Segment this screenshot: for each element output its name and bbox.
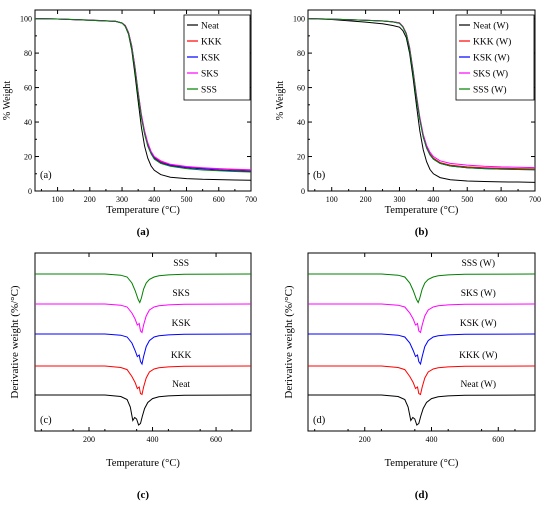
series-line-neat-w	[308, 394, 536, 426]
x-tick-label: 200	[83, 435, 95, 444]
curve-label: SSS	[173, 259, 189, 269]
series-line-sss-w	[308, 273, 536, 304]
panel-c: 200 400 600 Temperature (°C) Derivative weig…	[9, 252, 252, 501]
curve-label: KSK	[172, 319, 191, 329]
y-tick-label: 60	[24, 84, 32, 93]
x-tick-label: 700	[245, 195, 257, 204]
x-axis-label: Temperature (°C)	[106, 458, 180, 469]
curve-label: Neat (W)	[460, 379, 496, 390]
x-tick-label: 600	[210, 435, 222, 444]
legend-label: SSS (W)	[473, 85, 507, 96]
legend-label: KSK (W)	[473, 53, 510, 64]
series-line-neat-w	[307, 18, 536, 183]
plot-frame	[307, 9, 536, 192]
curve-label: KKK	[171, 351, 192, 361]
panel-tag: (c)	[40, 415, 52, 426]
curve-label: Neat	[172, 380, 190, 390]
y-tick-label: 100	[293, 15, 305, 24]
series-line-kkk-w	[308, 365, 536, 396]
legend-label: SKS (W)	[473, 69, 508, 80]
series-line-neat	[35, 394, 252, 426]
y-tick-label: 20	[297, 153, 305, 162]
legend-label: SKS	[201, 70, 218, 80]
x-tick-label: 600	[213, 195, 225, 204]
x-axis-label: Temperature (°C)	[106, 205, 180, 216]
x-axis-label: Temperature (°C)	[385, 205, 459, 216]
x-tick-label: 400	[147, 435, 159, 444]
panel-caption: (d)	[415, 489, 429, 501]
legend-label: Neat (W)	[473, 21, 509, 32]
legend-label: KKK	[201, 38, 222, 48]
series-line-ksk	[35, 333, 252, 366]
x-tick-label: 700	[529, 195, 541, 204]
x-tick-label: 400	[426, 435, 438, 444]
panel-caption: (c)	[137, 489, 150, 501]
legend-label: SSS	[201, 86, 217, 96]
y-axis-label: % Weight	[2, 81, 13, 121]
y-tick-label: 80	[24, 49, 32, 58]
x-tick-label: 400	[148, 195, 160, 204]
plot-frame	[307, 252, 536, 432]
y-tick-label: 60	[297, 84, 305, 93]
curve-label: KSK (W)	[460, 318, 497, 329]
y-tick-label: 100	[20, 15, 32, 24]
x-tick-label: 500	[181, 195, 193, 204]
panel-caption: (b)	[415, 226, 429, 238]
x-tick-label: 600	[495, 195, 507, 204]
legend: Neat KKK KSK SKS SSS	[183, 14, 251, 101]
x-tick-label: 100	[52, 195, 64, 204]
y-tick-label: 40	[24, 118, 32, 127]
series-line-sks	[35, 303, 252, 334]
panel-d: 200 400 600 Temperature (°C) Derivative weig…	[283, 252, 536, 501]
x-axis-label: Temperature (°C)	[385, 458, 459, 469]
series-line-sss	[35, 273, 252, 304]
y-tick-label: 20	[24, 153, 32, 162]
curve-label: SSS (W)	[461, 258, 495, 269]
y-tick-label: 0	[301, 187, 305, 196]
x-tick-label: 100	[326, 195, 338, 204]
y-axis-label: Derivative weight (%/°C)	[9, 285, 21, 398]
x-tick-label: 200	[359, 435, 371, 444]
x-tick-label: 600	[492, 435, 504, 444]
plot-frame	[34, 9, 252, 192]
legend-label: Neat	[201, 22, 219, 32]
y-axis-label: % Weight	[275, 81, 286, 121]
panel-caption: (a)	[137, 226, 150, 238]
series-line-sks-w	[308, 303, 536, 334]
legend-label: KKK (W)	[473, 37, 511, 48]
legend: Neat (W) KKK (W) KSK (W) SKS (W) SSS (W)	[455, 14, 535, 101]
panel-tag: (a)	[40, 170, 52, 181]
series-line-sss	[34, 18, 252, 173]
curve-label: SKS (W)	[461, 288, 496, 299]
y-axis-label: Derivative weight (%/°C)	[283, 285, 295, 398]
plot-frame	[34, 252, 252, 432]
x-tick-label: 300	[116, 195, 128, 204]
series-line-ksk-w	[308, 333, 536, 366]
panel-tag: (d)	[313, 415, 326, 426]
panel-tag: (b)	[313, 170, 326, 181]
y-tick-label: 0	[28, 187, 32, 196]
curve-label: SKS	[172, 289, 189, 299]
series-line-sss-w	[307, 18, 536, 171]
x-tick-label: 300	[393, 195, 405, 204]
x-tick-label: 500	[461, 195, 473, 204]
x-tick-label: 200	[360, 195, 372, 204]
y-tick-label: 40	[297, 118, 305, 127]
legend-label: KSK	[201, 54, 220, 64]
x-tick-label: 200	[84, 195, 96, 204]
y-tick-label: 80	[297, 49, 305, 58]
curve-label: KKK (W)	[459, 350, 497, 361]
series-line-kkk	[35, 365, 252, 396]
x-tick-label: 400	[427, 195, 439, 204]
